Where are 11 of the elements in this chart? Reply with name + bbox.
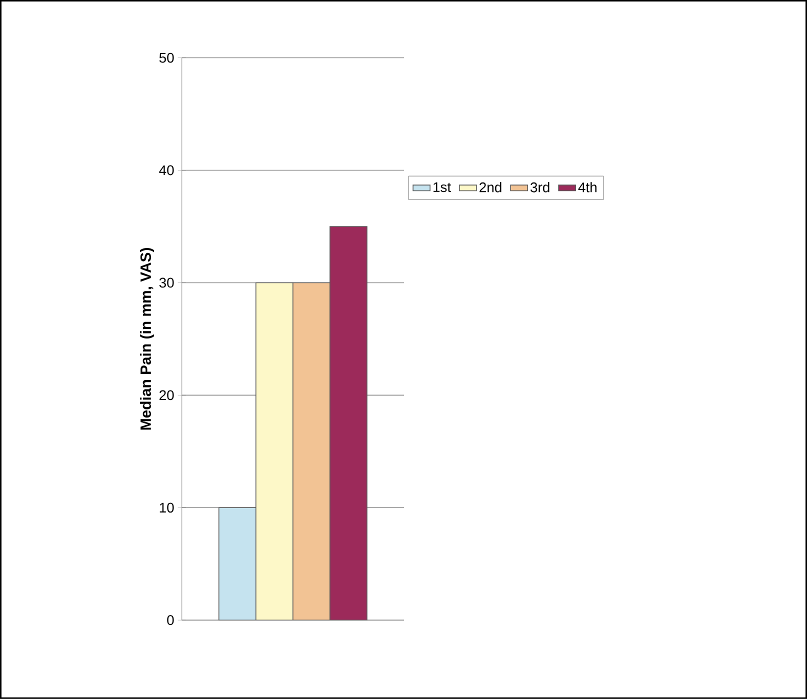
y-tick-label: 20 — [160, 390, 174, 400]
legend-label: 2nd — [480, 182, 502, 192]
legend-label: 1st — [434, 182, 451, 192]
y-tick-label: 40 — [159, 165, 174, 176]
y-axis-title: Median Pain (in mm, VAS) — [140, 248, 154, 430]
y-tick-label: 50 — [159, 52, 174, 63]
legend-label: 4th — [578, 182, 596, 192]
y-tick-label: 0 — [167, 615, 174, 626]
legend-label: 3rd — [530, 182, 550, 192]
y-tick-label: 10 — [160, 502, 174, 513]
y-tick-label: 30 — [159, 278, 174, 288]
